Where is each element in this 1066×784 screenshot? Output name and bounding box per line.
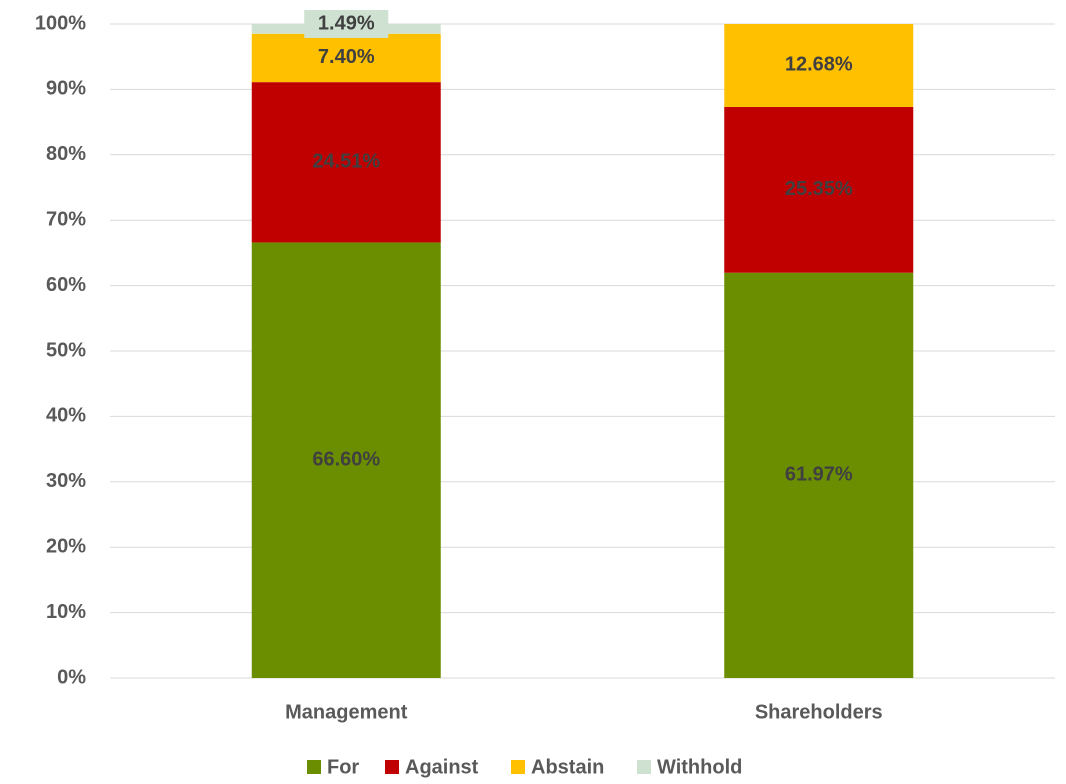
data-label: 61.97%	[785, 464, 853, 486]
data-label: 24.51%	[312, 151, 380, 173]
legend-label: Against	[405, 756, 479, 778]
data-label: 1.49%	[318, 12, 375, 34]
legend-swatch	[307, 760, 321, 774]
y-tick-label: 0%	[57, 666, 86, 688]
y-tick-label: 60%	[46, 274, 86, 296]
legend-swatch	[511, 760, 525, 774]
legend-label: Abstain	[531, 756, 604, 778]
y-tick-label: 50%	[46, 339, 86, 361]
bar-segment	[251, 82, 441, 243]
y-tick-label: 80%	[46, 143, 86, 165]
data-label: 7.40%	[318, 46, 375, 68]
y-tick-label: 40%	[46, 405, 86, 427]
x-tick-label: Management	[285, 701, 408, 723]
data-label: 12.68%	[785, 54, 853, 76]
legend-swatch	[385, 760, 399, 774]
legend-label: Withhold	[657, 756, 742, 778]
bar-segment	[251, 242, 441, 678]
legend-swatch	[637, 760, 651, 774]
bar-segment	[724, 106, 914, 273]
data-label: 66.60%	[312, 448, 380, 470]
bar-segment	[724, 24, 914, 107]
y-tick-label: 90%	[46, 78, 86, 100]
y-tick-label: 70%	[46, 208, 86, 230]
data-label-box	[304, 10, 389, 38]
data-label: 25.35%	[785, 178, 853, 200]
x-tick-label: Shareholders	[755, 701, 883, 723]
y-tick-label: 10%	[46, 601, 86, 623]
y-tick-label: 30%	[46, 470, 86, 492]
legend-label: For	[327, 756, 359, 778]
y-tick-label: 100%	[35, 12, 86, 34]
bar-segment	[251, 33, 441, 83]
bar-segment	[724, 272, 914, 678]
y-tick-label: 20%	[46, 535, 86, 557]
